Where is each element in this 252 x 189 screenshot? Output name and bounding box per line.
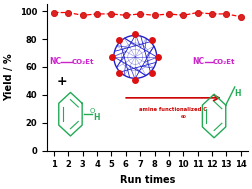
Text: amine functionalized C: amine functionalized C — [139, 107, 207, 112]
X-axis label: Run times: Run times — [120, 175, 175, 185]
Y-axis label: Yield / %: Yield / % — [4, 53, 14, 101]
Text: 60: 60 — [181, 115, 187, 119]
